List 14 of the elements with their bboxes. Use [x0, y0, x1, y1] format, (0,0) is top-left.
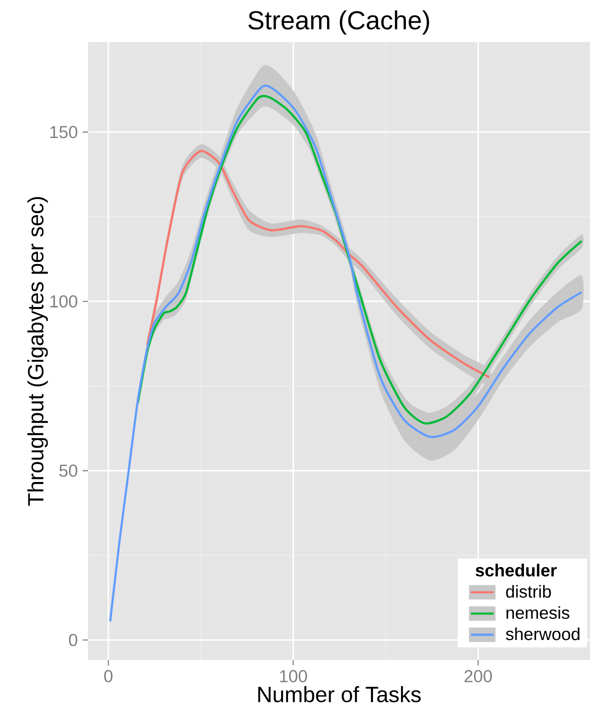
- x-axis-title: Number of Tasks: [258, 686, 421, 702]
- x-tick-label: 200: [464, 670, 492, 682]
- y-tick-label: 150: [50, 126, 78, 138]
- y-tick-label: 100: [50, 295, 78, 308]
- x-tick-label: 0: [104, 670, 112, 682]
- chart-title: Stream (Cache): [248, 10, 430, 35]
- x-tick-label: 100: [280, 670, 308, 682]
- legend-title: scheduler: [476, 564, 557, 577]
- y-tick-label: 0: [68, 634, 78, 646]
- legend-label: nemesis: [506, 606, 570, 619]
- legend-label: distrib: [506, 585, 551, 598]
- legend-label: sherwood: [506, 627, 580, 640]
- y-axis-title: Throughput (Gigabytes per sec): [27, 197, 48, 506]
- y-tick-label: 50: [59, 464, 78, 477]
